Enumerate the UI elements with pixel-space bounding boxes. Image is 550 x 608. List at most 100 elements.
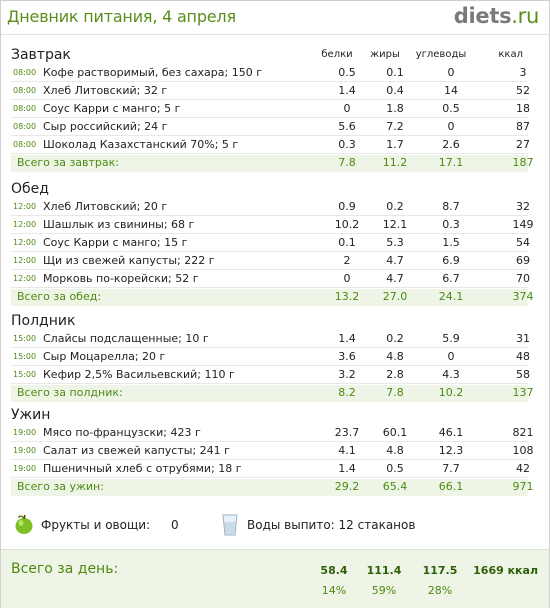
food-carbs: 4.3 — [442, 368, 460, 381]
food-row[interactable]: 19:00 Салат из свежей капусты; 241 г 4.1 4.… — [11, 443, 534, 460]
food-fat: 0.2 — [386, 332, 404, 345]
meal-title: Полдник — [11, 313, 76, 329]
meal-total-row: Всего за ужин: 29.2 65.4 66.1 971 — [11, 479, 534, 496]
food-row[interactable]: 12:00 Шашлык из свинины; 68 г 10.2 12.1 0.3 1… — [11, 217, 534, 234]
food-row[interactable]: 08:00 Шоколад Казахстанский 70%; 5 г 0.3 1.… — [11, 137, 530, 154]
food-name: Слайсы подслащенные; 10 г — [43, 332, 209, 345]
food-kcal: 54 — [516, 236, 530, 249]
food-time: 19:00 — [13, 428, 37, 437]
food-name: Сыр российский; 24 г — [43, 120, 168, 133]
total-carbs: 66.1 — [438, 480, 464, 493]
day-total: Всего за день: 58.4 111.4 117.5 1669 кка… — [1, 549, 549, 608]
food-row[interactable]: 15:00 Сыр Моцарелла; 20 г 3.6 4.8 0 48 — [11, 349, 530, 366]
food-time: 19:00 — [13, 446, 37, 455]
food-fat: 0.2 — [386, 200, 404, 213]
food-name: Пшеничный хлеб с отрубями; 18 г — [43, 462, 242, 475]
food-row[interactable]: 15:00 Слайсы подслащенные; 10 г 1.4 0.2 5.9 3… — [11, 331, 530, 348]
food-name: Морковь по-корейски; 52 г — [43, 272, 199, 285]
food-row[interactable]: 12:00 Хлеб Литовский; 20 г 0.9 0.2 8.7 32 — [11, 199, 530, 216]
food-name: Кефир 2,5% Васильевский; 110 г — [43, 368, 235, 381]
food-fat: 12.1 — [382, 218, 408, 231]
total-kcal: 971 — [512, 480, 534, 493]
food-fat: 4.7 — [386, 254, 404, 267]
food-row[interactable]: 08:00 Хлеб Литовский; 32 г 1.4 0.4 14 52 — [11, 83, 530, 100]
food-row[interactable]: 08:00 Сыр российский; 24 г 5.6 7.2 0 87 — [11, 119, 530, 136]
food-name: Сыр Моцарелла; 20 г — [43, 350, 166, 363]
food-row[interactable]: 12:00 Соус Карри с манго; 15 г 0.1 5.3 1.5 54 — [11, 235, 530, 252]
food-fat: 4.7 — [386, 272, 404, 285]
col-kcal: ккал — [498, 49, 523, 60]
food-protein: 0.5 — [338, 66, 356, 79]
food-row[interactable]: 12:00 Щи из свежей капусты; 222 г 2 4.7 6.9 6… — [11, 253, 530, 270]
food-kcal: 31 — [516, 332, 530, 345]
food-protein: 1.4 — [338, 84, 356, 97]
meal-total-label: Всего за обед: — [17, 290, 102, 303]
food-time: 15:00 — [13, 370, 37, 379]
food-protein: 10.2 — [334, 218, 360, 231]
fruits-value: 0 — [171, 518, 179, 532]
food-protein: 3.2 — [338, 368, 356, 381]
meal-total-row: Всего за завтрак: 7.8 11.2 17.1 187 — [11, 155, 534, 172]
food-fat: 1.8 — [386, 102, 404, 115]
food-name: Салат из свежей капусты; 241 г — [43, 444, 230, 457]
food-protein: 1.4 — [338, 332, 356, 345]
day-total-label: Всего за день: — [11, 561, 119, 577]
food-protein: 4.1 — [338, 444, 356, 457]
food-kcal: 69 — [516, 254, 530, 267]
food-time: 08:00 — [13, 68, 37, 77]
food-row[interactable]: 19:00 Мясо по-французски; 423 г 23.7 60.1 46… — [11, 425, 534, 442]
food-time: 12:00 — [13, 274, 37, 283]
food-time: 08:00 — [13, 140, 37, 149]
food-name: Кофе растворимый, без сахара; 150 г — [43, 66, 262, 79]
food-row[interactable]: 19:00 Пшеничный хлеб с отрубями; 18 г 1.4 0… — [11, 461, 530, 478]
food-fat: 60.1 — [382, 426, 408, 439]
food-fat: 4.8 — [386, 350, 404, 363]
water-glass-icon — [222, 514, 238, 536]
food-kcal: 32 — [516, 200, 530, 213]
total-carbs: 24.1 — [438, 290, 464, 303]
food-time: 12:00 — [13, 202, 37, 211]
food-protein: 5.6 — [338, 120, 356, 133]
total-fat: 11.2 — [382, 156, 408, 169]
food-name: Щи из свежей капусты; 222 г — [43, 254, 215, 267]
total-kcal: 137 — [512, 386, 534, 399]
total-carbs: 10.2 — [438, 386, 464, 399]
food-fat: 2.8 — [386, 368, 404, 381]
site-logo[interactable]: diets.ru — [453, 4, 540, 28]
total-kcal: 374 — [512, 290, 534, 303]
food-kcal: 52 — [516, 84, 530, 97]
food-row[interactable]: 08:00 Соус Карри с манго; 5 г 0 1.8 0.5 18 — [11, 101, 530, 118]
food-row[interactable]: 15:00 Кефир 2,5% Васильевский; 110 г 3.2 2.… — [11, 367, 530, 384]
food-kcal: 70 — [516, 272, 530, 285]
fruits-label: Фрукты и овощи: — [41, 518, 151, 532]
food-fat: 4.8 — [386, 444, 404, 457]
food-carbs: 12.3 — [438, 444, 464, 457]
food-row[interactable]: 08:00 Кофе растворимый, без сахара; 150 г… — [11, 65, 528, 82]
logo-text: diets — [453, 4, 512, 28]
food-kcal: 18 — [516, 102, 530, 115]
meal-title: Ужин — [11, 407, 51, 423]
page-title: Дневник питания, 4 апреля — [7, 7, 236, 26]
food-kcal: 108 — [512, 444, 534, 457]
total-protein: 7.8 — [338, 156, 356, 169]
food-carbs: 0 — [447, 120, 455, 133]
day-carbs-pct: 28% — [427, 584, 453, 597]
food-kcal: 3 — [519, 66, 527, 79]
day-carbs: 117.5 — [422, 564, 458, 577]
apple-icon — [15, 514, 33, 534]
food-protein: 0.3 — [338, 138, 356, 151]
logo-tld: .ru — [511, 4, 539, 28]
col-protein: белки — [321, 49, 353, 60]
food-carbs: 0.5 — [442, 102, 460, 115]
food-carbs: 0 — [447, 66, 455, 79]
food-carbs: 14 — [444, 84, 458, 97]
total-protein: 29.2 — [334, 480, 360, 493]
food-row[interactable]: 12:00 Морковь по-корейски; 52 г 0 4.7 6.7 70 — [11, 271, 530, 288]
day-protein: 58.4 — [320, 564, 348, 577]
water-label: Воды выпито: 12 стаканов — [247, 518, 416, 532]
food-fat: 7.2 — [386, 120, 404, 133]
day-protein-pct: 14% — [321, 584, 347, 597]
total-carbs: 17.1 — [438, 156, 464, 169]
food-name: Хлеб Литовский; 20 г — [43, 200, 168, 213]
